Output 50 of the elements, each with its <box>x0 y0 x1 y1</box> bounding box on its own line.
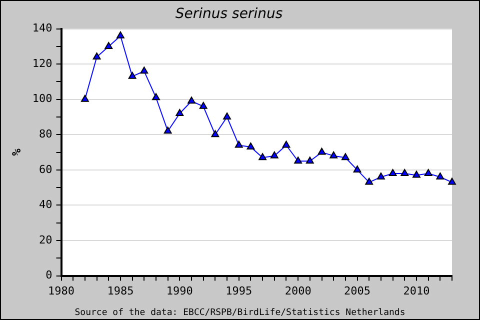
y-tick-label: 100 <box>32 92 52 106</box>
point <box>448 178 456 185</box>
x-tick-label: 1990 <box>166 284 193 298</box>
point <box>388 168 397 176</box>
y-axis-title: % <box>9 148 24 156</box>
x-tick-label: 2010 <box>403 284 430 298</box>
x-tick-label: 1985 <box>107 284 134 298</box>
x-tick-label: 2005 <box>344 284 371 298</box>
chart-title: Serinus serinus <box>175 6 283 22</box>
point <box>353 165 362 172</box>
point <box>306 156 314 164</box>
point <box>234 140 243 148</box>
point <box>294 156 302 164</box>
y-tick-label: 140 <box>32 22 52 35</box>
y-tick-label: 80 <box>39 128 52 141</box>
point <box>128 72 136 79</box>
point <box>116 31 124 38</box>
y-tick-label: 120 <box>32 56 52 70</box>
x-tick-label: 1995 <box>226 284 252 298</box>
y-tick-label: 0 <box>46 268 52 282</box>
point <box>365 178 374 185</box>
point <box>140 66 148 74</box>
y-tick-label: 40 <box>39 198 52 212</box>
point <box>318 148 326 155</box>
source-note: Source of the data: EBCC/RSPB/BirdLife/Statistics Netherlands <box>74 308 406 318</box>
point <box>164 126 172 134</box>
point <box>412 170 420 178</box>
point <box>211 130 220 138</box>
point <box>258 153 267 160</box>
point <box>152 93 160 100</box>
point <box>223 112 231 120</box>
point <box>176 108 184 116</box>
y-tick-label: 20 <box>39 233 52 246</box>
x-tick-label: 1980 <box>48 284 75 298</box>
y-tick-label: 60 <box>39 162 52 176</box>
point <box>376 172 385 180</box>
point <box>199 102 208 109</box>
point <box>282 140 290 148</box>
point <box>330 151 338 158</box>
point <box>270 151 278 158</box>
point <box>341 153 350 160</box>
point <box>436 172 444 180</box>
point <box>188 96 196 104</box>
point <box>400 168 409 176</box>
point <box>246 142 255 150</box>
point <box>80 94 89 102</box>
point <box>104 42 113 49</box>
x-tick-label: 2000 <box>284 284 312 298</box>
point <box>92 52 101 60</box>
point <box>424 168 432 176</box>
